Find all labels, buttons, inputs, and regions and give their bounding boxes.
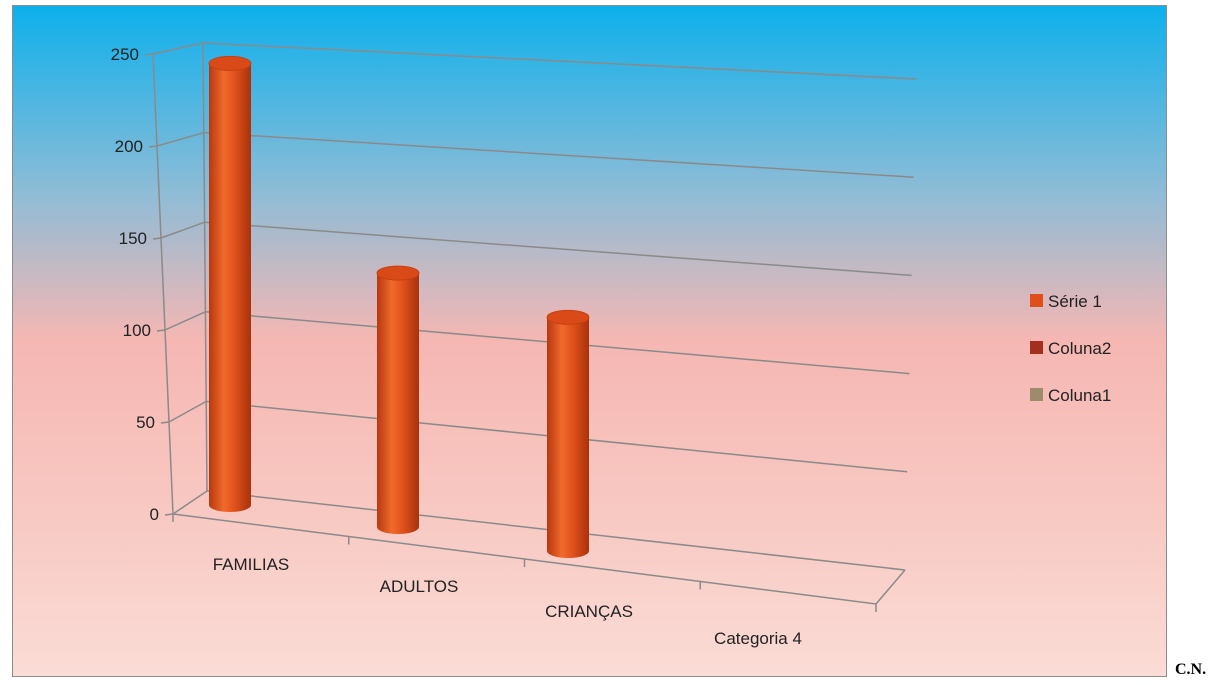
y-axis-line: [152, 53, 174, 515]
bar-cylinder: [208, 55, 252, 513]
y-tick-label: 200: [115, 137, 143, 156]
y-tick-label: 250: [111, 45, 139, 64]
bar-cylinder: [546, 309, 590, 558]
x-tick-label: Categoria 4: [714, 629, 802, 648]
y-tick-label: 150: [119, 229, 147, 248]
bar-body: [209, 63, 251, 513]
y-tick-label: 50: [136, 413, 155, 432]
gridline: [160, 221, 912, 277]
legend-swatch: [1030, 341, 1043, 354]
x-tick-label: CRIANÇAS: [545, 602, 633, 621]
legend-label: Coluna2: [1048, 339, 1111, 358]
gridline: [152, 42, 917, 80]
legend-label: Série 1: [1048, 292, 1102, 311]
y-tick-label: 100: [123, 321, 151, 340]
x-tick-label: FAMILIAS: [213, 555, 290, 574]
chart-area: 0 50 100 150 200 250 FAMILIAS ADULTOS CRIANÇAS Ca…: [12, 5, 1167, 677]
y-tick-mark: [160, 421, 170, 424]
bar-top: [208, 55, 252, 71]
gridline: [164, 311, 910, 375]
chart-svg: 0 50 100 150 200 250 FAMILIAS ADULTOS CRIANÇAS Ca…: [111, 42, 1111, 648]
gridline: [168, 400, 908, 473]
y-tick-mark: [152, 237, 162, 240]
bar-cylinder: [376, 265, 420, 534]
y-tick-label: 0: [150, 505, 159, 524]
bar-top: [376, 265, 420, 281]
y-tick-mark: [164, 513, 174, 516]
bar-top: [546, 309, 590, 325]
corner-note: C.N.: [1175, 661, 1207, 678]
legend-swatch: [1030, 388, 1043, 401]
y-tick-mark: [156, 329, 166, 332]
bar-body: [547, 317, 589, 558]
x-tick-label: ADULTOS: [380, 577, 459, 596]
back-left-edge: [202, 42, 208, 492]
legend-swatch: [1030, 294, 1043, 307]
bar-body: [377, 273, 419, 534]
gridline: [156, 131, 914, 178]
y-tick-mark: [144, 53, 154, 56]
legend-label: Coluna1: [1048, 386, 1111, 405]
y-tick-mark: [148, 145, 158, 148]
